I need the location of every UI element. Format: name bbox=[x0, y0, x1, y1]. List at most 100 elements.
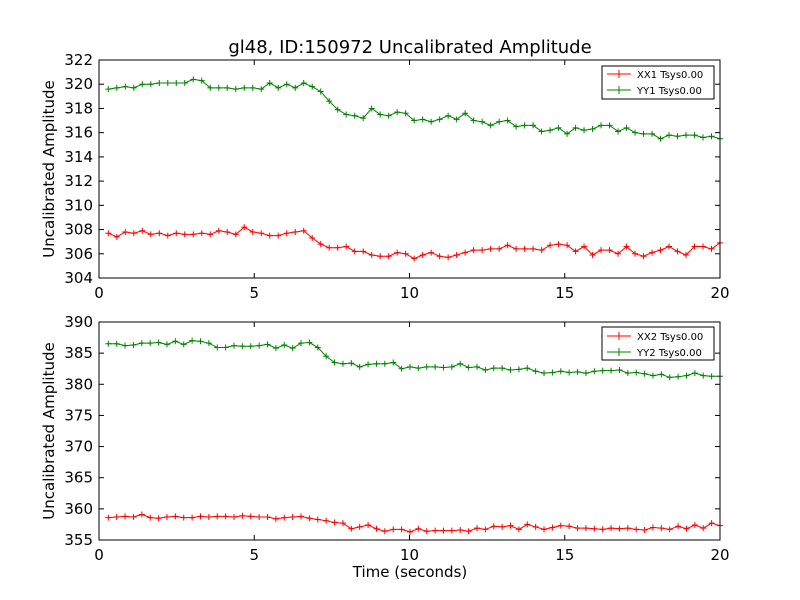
data-point-xx2 bbox=[666, 526, 673, 533]
data-point-xx1 bbox=[470, 247, 477, 254]
data-point-xx2 bbox=[356, 523, 363, 530]
data-point-yy1 bbox=[368, 105, 375, 112]
data-point-xx2 bbox=[155, 515, 162, 522]
data-point-yy1 bbox=[181, 80, 188, 87]
data-point-yy1 bbox=[190, 76, 197, 83]
data-point-yy2 bbox=[231, 342, 238, 349]
data-point-yy2 bbox=[532, 368, 539, 375]
data-point-yy2 bbox=[365, 361, 372, 368]
data-point-xx1 bbox=[122, 228, 129, 235]
data-point-yy2 bbox=[666, 374, 673, 381]
data-point-xx2 bbox=[566, 523, 573, 530]
data-point-xx1 bbox=[130, 230, 137, 237]
y-tick-label: 318 bbox=[64, 99, 93, 117]
data-point-yy1 bbox=[105, 86, 112, 93]
y-tick-label: 370 bbox=[64, 438, 93, 456]
data-point-xx1 bbox=[436, 253, 443, 260]
data-point-xx1 bbox=[462, 249, 469, 256]
data-point-xx2 bbox=[582, 525, 589, 532]
data-point-xx2 bbox=[700, 525, 707, 532]
data-point-xx2 bbox=[432, 527, 439, 534]
data-point-xx2 bbox=[281, 514, 288, 521]
y-tick-label: 304 bbox=[64, 269, 93, 287]
data-point-yy2 bbox=[180, 341, 187, 348]
y-tick-label: 312 bbox=[64, 172, 93, 190]
bottom-legend-label-yy2: YY2 Tsys0.00 bbox=[636, 348, 702, 359]
data-point-xx1 bbox=[317, 241, 324, 248]
data-point-yy2 bbox=[457, 360, 464, 367]
data-point-yy1 bbox=[691, 132, 698, 139]
data-point-yy2 bbox=[281, 342, 288, 349]
top-legend-label-xx1: XX1 Tsys0.00 bbox=[637, 70, 703, 81]
data-point-yy1 bbox=[309, 83, 316, 90]
data-point-xx1 bbox=[598, 247, 605, 254]
y-tick-label: 314 bbox=[64, 148, 93, 166]
data-point-xx1 bbox=[232, 231, 239, 238]
data-point-xx2 bbox=[289, 513, 296, 520]
data-point-yy2 bbox=[306, 339, 313, 346]
data-point-xx1 bbox=[530, 245, 537, 252]
data-point-yy1 bbox=[555, 124, 562, 131]
top-plot-series bbox=[105, 76, 723, 262]
data-point-yy2 bbox=[557, 368, 564, 375]
data-point-xx1 bbox=[385, 253, 392, 260]
data-point-xx2 bbox=[172, 513, 179, 520]
data-point-yy2 bbox=[549, 369, 556, 376]
y-tick-label: 365 bbox=[64, 469, 93, 487]
data-point-yy1 bbox=[275, 84, 282, 91]
data-point-yy2 bbox=[423, 363, 430, 370]
data-point-xx1 bbox=[139, 227, 146, 234]
data-point-xx1 bbox=[368, 251, 375, 258]
data-point-xx2 bbox=[691, 522, 698, 529]
top-plot-legend: XX1 Tsys0.00 YY1 Tsys0.00 bbox=[601, 65, 715, 100]
data-point-xx1 bbox=[113, 233, 120, 240]
data-point-yy2 bbox=[398, 365, 405, 372]
y-tick-label: 390 bbox=[64, 313, 93, 331]
data-point-yy1 bbox=[343, 111, 350, 118]
x-tick-label: 15 bbox=[555, 546, 574, 564]
data-point-xx2 bbox=[675, 523, 682, 530]
data-point-xx1 bbox=[351, 248, 358, 255]
data-point-xx2 bbox=[113, 513, 120, 520]
data-point-yy1 bbox=[258, 86, 265, 93]
data-point-yy2 bbox=[599, 367, 606, 374]
data-point-xx2 bbox=[373, 525, 380, 532]
data-point-yy2 bbox=[499, 365, 506, 372]
data-point-xx2 bbox=[599, 526, 606, 533]
data-point-yy2 bbox=[247, 343, 254, 350]
data-point-yy2 bbox=[138, 340, 145, 347]
data-point-yy1 bbox=[564, 130, 571, 137]
data-point-xx1 bbox=[343, 243, 350, 250]
data-point-xx2 bbox=[541, 526, 548, 533]
data-point-yy1 bbox=[521, 122, 528, 129]
chart-title: gl48, ID:150972 Uncalibrated Amplitude bbox=[228, 37, 591, 58]
data-point-xx2 bbox=[247, 513, 254, 520]
data-point-xx2 bbox=[415, 525, 422, 532]
data-point-xx1 bbox=[572, 248, 579, 255]
data-point-xx1 bbox=[105, 230, 112, 237]
data-point-xx1 bbox=[334, 244, 341, 251]
data-point-xx1 bbox=[700, 243, 707, 250]
data-point-yy2 bbox=[314, 344, 321, 351]
data-point-yy1 bbox=[283, 81, 290, 88]
data-point-yy2 bbox=[172, 338, 179, 345]
data-point-yy2 bbox=[331, 359, 338, 366]
data-point-xx2 bbox=[138, 511, 145, 518]
data-point-yy1 bbox=[147, 81, 154, 88]
data-point-xx2 bbox=[515, 526, 522, 533]
data-point-yy1 bbox=[351, 112, 358, 119]
data-point-yy1 bbox=[249, 84, 256, 91]
data-point-xx1 bbox=[691, 243, 698, 250]
x-tick-label: 10 bbox=[400, 546, 419, 564]
data-point-yy2 bbox=[189, 337, 196, 344]
data-point-xx1 bbox=[623, 243, 630, 250]
bottom-y-axis-label: Uncalibrated Amplitude bbox=[40, 342, 58, 519]
y-tick-label: 308 bbox=[64, 221, 93, 239]
data-point-yy2 bbox=[591, 368, 598, 375]
x-tick-label: 15 bbox=[555, 284, 574, 302]
data-point-xx1 bbox=[683, 251, 690, 258]
data-point-xx2 bbox=[163, 513, 170, 520]
data-point-yy1 bbox=[224, 84, 231, 91]
data-point-yy1 bbox=[674, 133, 681, 140]
data-point-yy1 bbox=[411, 117, 418, 124]
